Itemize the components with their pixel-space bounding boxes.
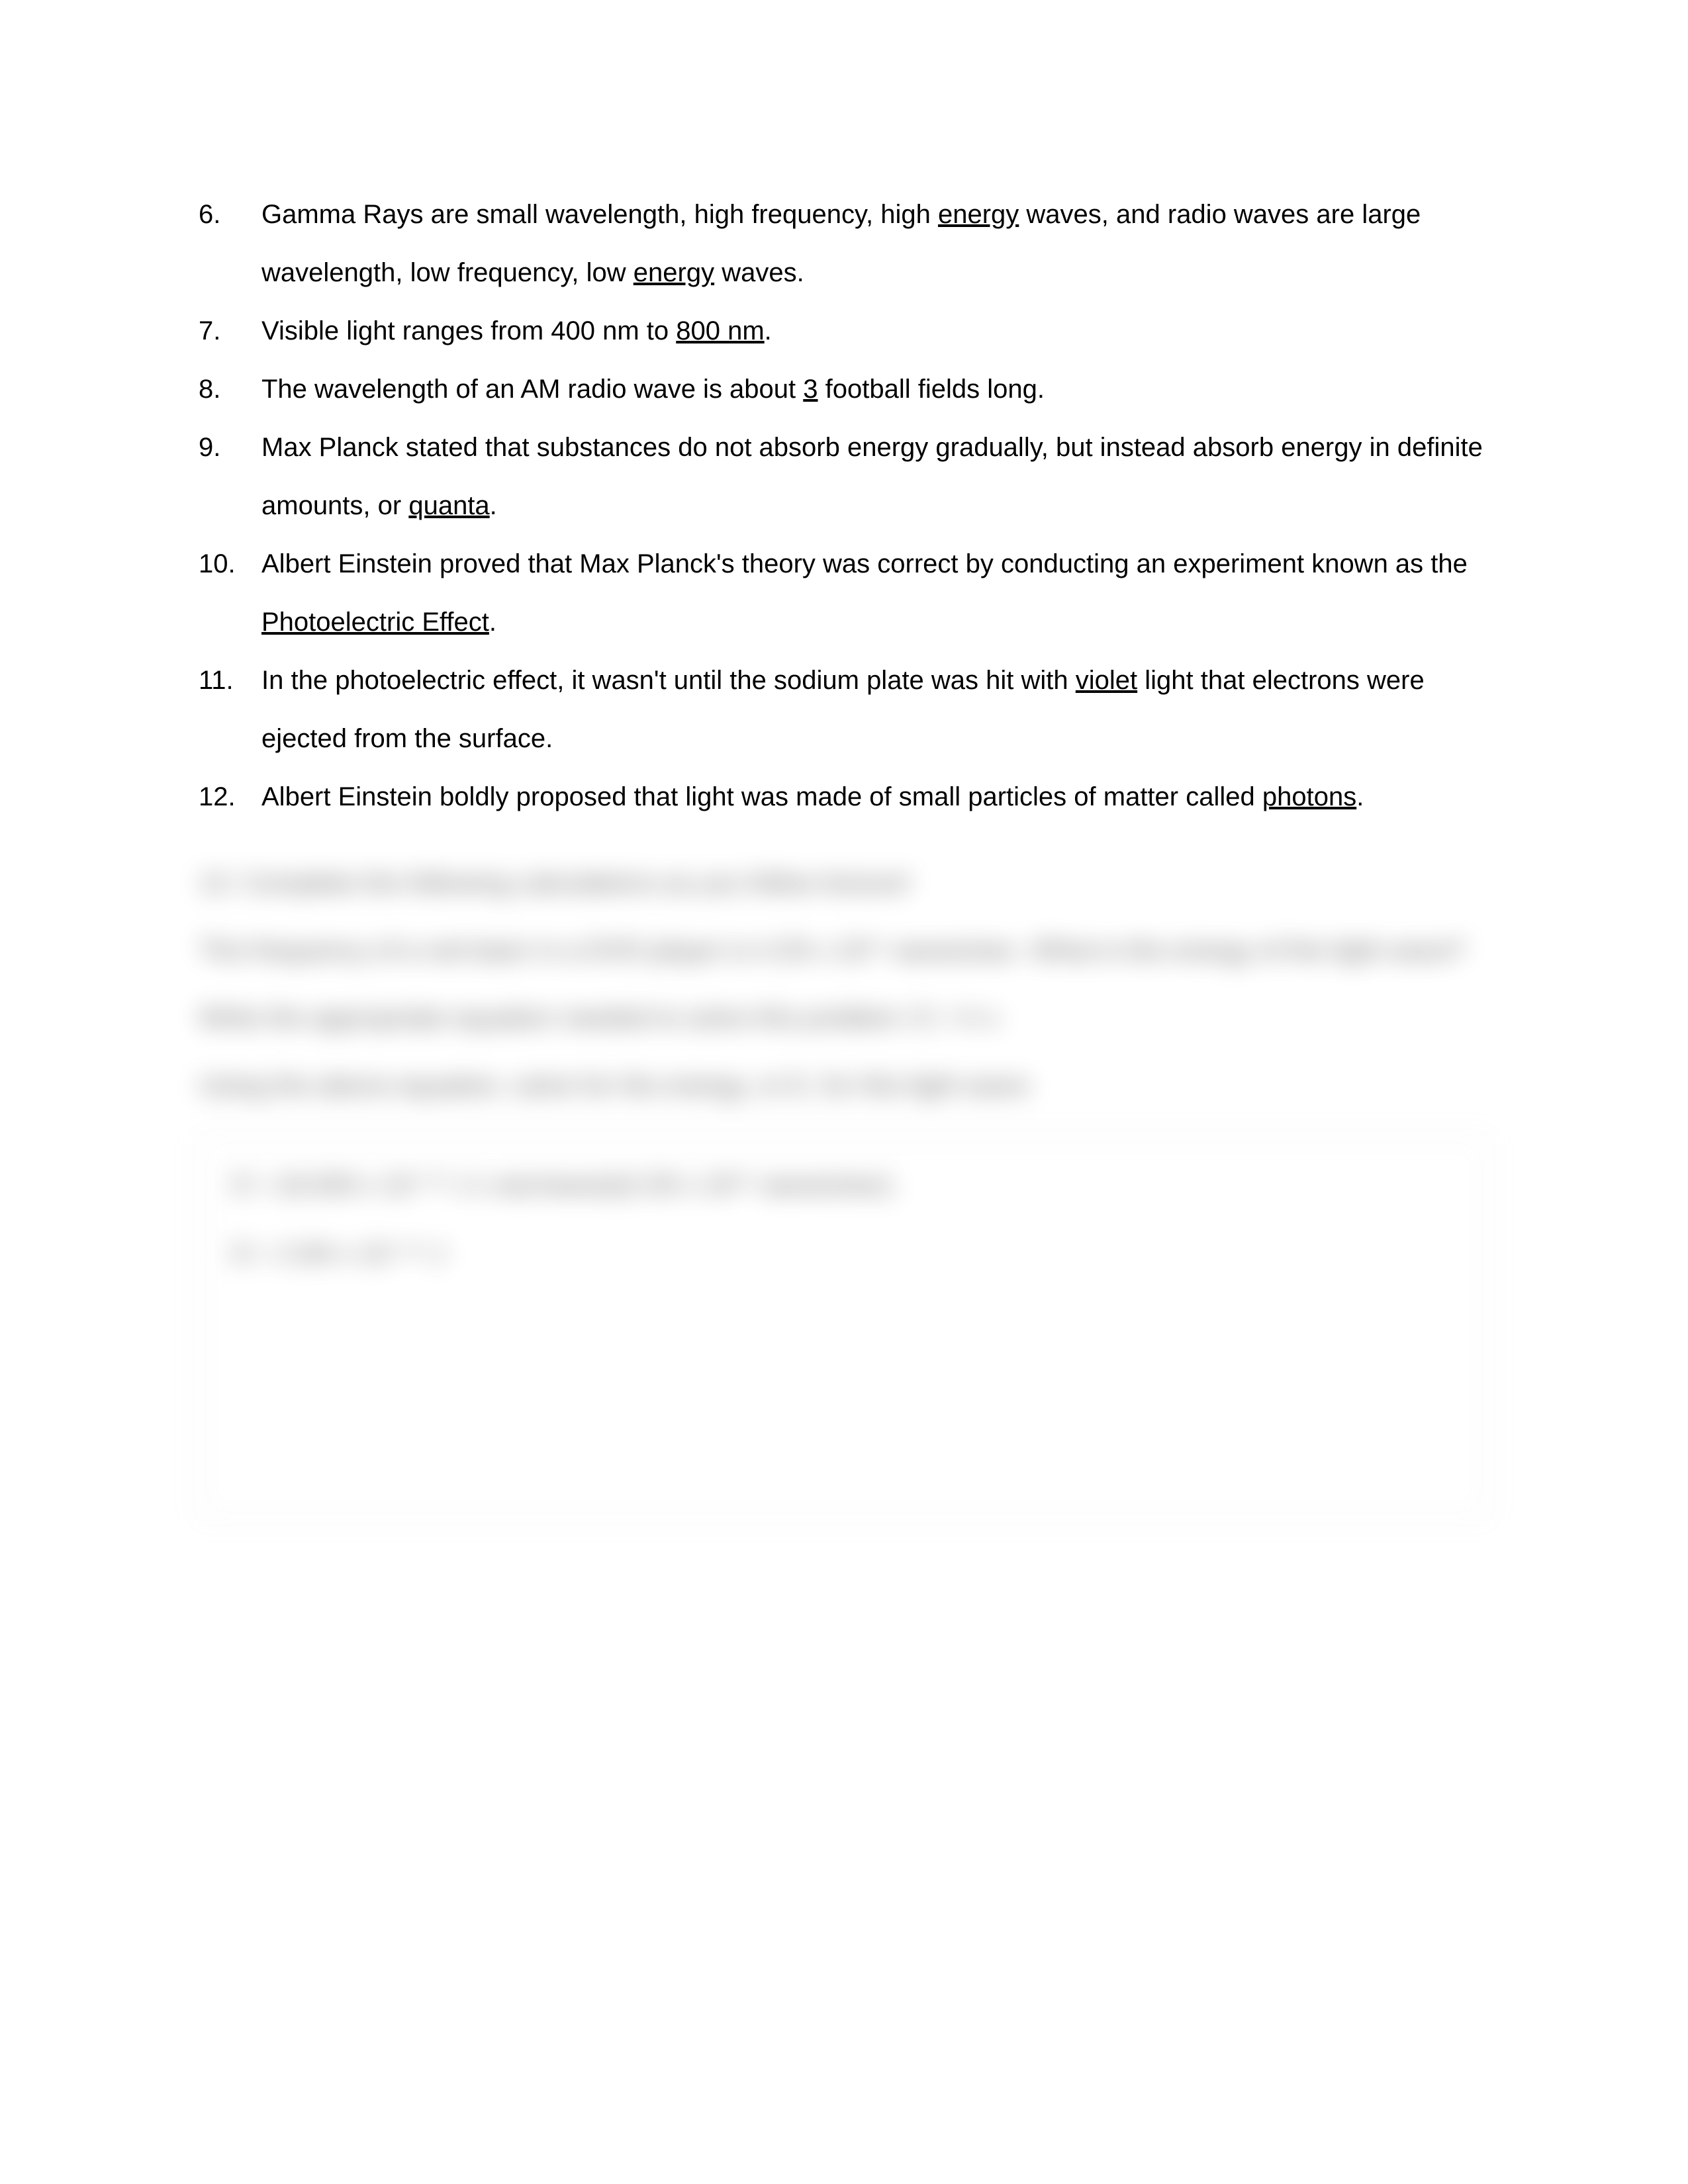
numbered-list: Gamma Rays are small wavelength, high fr… xyxy=(199,185,1489,826)
list-item: Albert Einstein boldly proposed that lig… xyxy=(199,768,1489,826)
blurred-preview-section: 13. Complete the following calculations … xyxy=(199,859,1489,1520)
list-item: In the photoelectric effect, it wasn't u… xyxy=(199,651,1489,768)
list-item: Visible light ranges from 400 nm to 800 … xyxy=(199,302,1489,360)
blurred-text-line: Write the appropriate equation needed to… xyxy=(199,994,1489,1042)
list-item-text: football fields long. xyxy=(818,375,1045,404)
underlined-term: energy xyxy=(938,200,1019,229)
list-item: Albert Einstein proved that Max Planck's… xyxy=(199,535,1489,651)
blurred-box-line: E = 2.84 x 10⁻¹⁹ J xyxy=(233,1232,1455,1275)
underlined-term: photons xyxy=(1262,782,1356,811)
list-item-text: Albert Einstein boldly proposed that lig… xyxy=(261,782,1262,811)
list-item-text: In the photoelectric effect, it wasn't u… xyxy=(261,666,1076,695)
list-item-text: . xyxy=(489,608,496,637)
blurred-answer-box: E = (6.626 x 10⁻³⁴ J x sec/wave)(4.29 x … xyxy=(199,1136,1489,1520)
list-item-text: Albert Einstein proved that Max Planck's… xyxy=(261,549,1468,578)
underlined-term: 800 nm xyxy=(676,316,764,345)
underlined-term: 3 xyxy=(803,375,818,404)
underlined-term: energy xyxy=(633,258,714,287)
list-item-text: Gamma Rays are small wavelength, high fr… xyxy=(261,200,938,229)
blurred-text-line: The frequency of a red laser in a DVD pl… xyxy=(199,927,1489,974)
blurred-text-line: Using the above equation, solve for the … xyxy=(199,1062,1489,1109)
list-item: Gamma Rays are small wavelength, high fr… xyxy=(199,185,1489,302)
list-item-text: waves. xyxy=(714,258,804,287)
list-item-text: . xyxy=(765,316,772,345)
list-item-text: . xyxy=(1356,782,1364,811)
underlined-term: violet xyxy=(1076,666,1137,695)
list-item: The wavelength of an AM radio wave is ab… xyxy=(199,360,1489,418)
underlined-term: quanta xyxy=(408,491,489,520)
underlined-term: Photoelectric Effect xyxy=(261,608,489,637)
blurred-box-line: E = (6.626 x 10⁻³⁴ J x sec/wave)(4.29 x … xyxy=(233,1163,1455,1206)
list-item-text: The wavelength of an AM radio wave is ab… xyxy=(261,375,803,404)
list-item: Max Planck stated that substances do not… xyxy=(199,418,1489,535)
list-item-text: . xyxy=(490,491,497,520)
list-item-text: Visible light ranges from 400 nm to xyxy=(261,316,676,345)
blurred-text-line: 13. Complete the following calculations … xyxy=(199,859,1489,907)
